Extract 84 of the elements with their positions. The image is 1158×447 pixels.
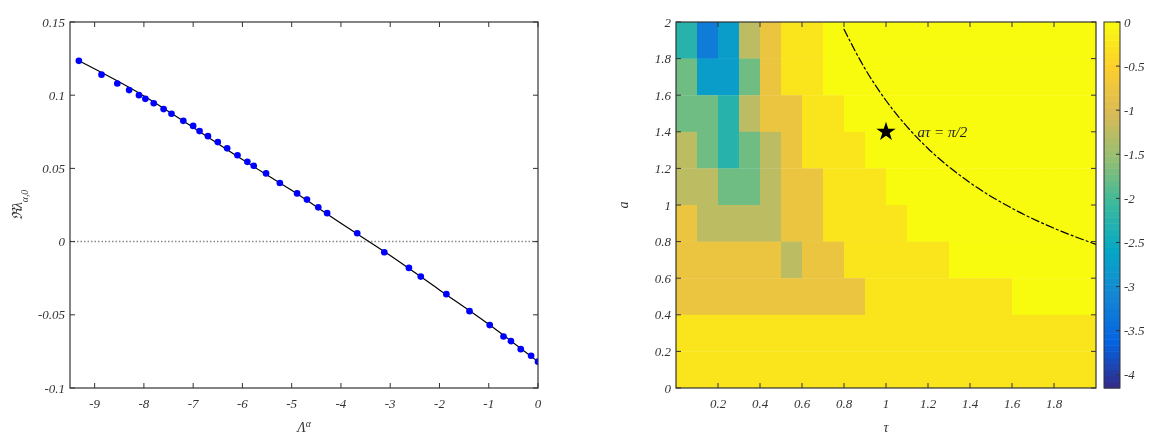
point <box>196 127 203 135</box>
point <box>244 158 251 166</box>
y-tick-label: 1.8 <box>654 51 672 67</box>
x-tick-label: 0.2 <box>709 396 727 411</box>
annotation: aτ = π/2 <box>917 124 968 141</box>
x-tick-label: 0.8 <box>835 396 853 411</box>
color-bar-label: -2.5 <box>1124 235 1146 251</box>
point <box>303 196 311 203</box>
color-bar-label: -0.5 <box>1124 58 1146 74</box>
point <box>150 99 158 107</box>
x-tick-label: 1.2 <box>919 396 937 411</box>
x-tick-label: -3 <box>384 396 397 411</box>
point <box>486 321 494 329</box>
y-tick-label: 1.6 <box>654 87 672 103</box>
color-bar-label: -3 <box>1124 279 1136 295</box>
point <box>293 190 301 197</box>
point <box>214 138 222 146</box>
y-tick-label: 1.2 <box>654 160 672 176</box>
y-tick-label: -0.05 <box>37 307 66 323</box>
y-axis-title: a <box>616 201 631 209</box>
point <box>323 209 331 217</box>
point <box>262 170 270 177</box>
y-tick-label: 0.15 <box>42 14 66 30</box>
point <box>443 290 450 298</box>
color-bar-label: -4 <box>1124 367 1136 383</box>
point <box>250 162 258 170</box>
x-tick-label: 1.8 <box>1045 396 1063 411</box>
x-tick-label: -9 <box>89 396 101 411</box>
point <box>125 86 133 94</box>
y-tick-label: 1 <box>664 197 671 213</box>
x-tick-label: -4 <box>335 396 347 411</box>
point <box>417 273 425 280</box>
point <box>405 264 413 272</box>
y-tick-label: 0.1 <box>48 87 65 103</box>
point <box>466 307 473 315</box>
color-bar-label: -1 <box>1124 102 1135 118</box>
point <box>314 204 322 211</box>
color-bar-label: -2 <box>1124 190 1136 206</box>
y-tick-label: 0.6 <box>654 270 672 286</box>
x-tick-label: -1 <box>483 396 495 411</box>
point <box>223 145 231 152</box>
point <box>142 95 149 103</box>
x-tick-label: -8 <box>138 396 150 411</box>
point <box>168 110 175 118</box>
x-tick-label: 1.4 <box>961 396 979 411</box>
point <box>517 345 525 353</box>
point <box>189 122 197 130</box>
y-tick-label: 2 <box>664 14 672 30</box>
point <box>75 57 83 65</box>
point <box>98 71 105 79</box>
x-tick-label: 1 <box>882 396 890 411</box>
x-axis-title: Λ$^{α}$ <box>295 417 312 435</box>
y-tick-label: 1.4 <box>654 124 672 140</box>
y-tick-label: -0.1 <box>44 380 65 396</box>
point <box>204 132 212 140</box>
point <box>507 337 515 345</box>
point <box>353 229 361 237</box>
x-tick-label: -6 <box>237 396 249 411</box>
y-tick-label: 0.2 <box>654 343 672 359</box>
point <box>135 91 143 99</box>
x-axis-title: τ <box>883 420 890 435</box>
y-tick-label: 0.4 <box>654 307 672 323</box>
x-tick-label: 0.4 <box>751 396 769 411</box>
x-tick-label: 0.6 <box>793 396 811 411</box>
point <box>179 117 187 125</box>
point <box>234 151 241 159</box>
point <box>276 179 284 187</box>
color-bar-label: -3.5 <box>1124 323 1146 339</box>
x-tick-label: -7 <box>187 396 200 411</box>
y-tick-label: 0 <box>58 234 66 250</box>
x-tick-label: 1.6 <box>1003 396 1021 411</box>
y-tick-label: 0 <box>664 380 672 396</box>
point <box>113 80 121 87</box>
y-tick-label: 0.8 <box>654 234 672 250</box>
point <box>160 105 167 113</box>
point <box>527 352 535 360</box>
point <box>500 333 507 340</box>
x-tick-label: -5 <box>286 396 298 411</box>
x-tick-label: -2 <box>434 396 446 411</box>
x-tick-label: 0 <box>534 396 542 411</box>
color-bar-label: -1.5 <box>1124 146 1146 162</box>
point <box>380 248 388 256</box>
color-bar-label: 0 <box>1124 14 1131 30</box>
y-tick-label: 0.05 <box>42 160 66 176</box>
